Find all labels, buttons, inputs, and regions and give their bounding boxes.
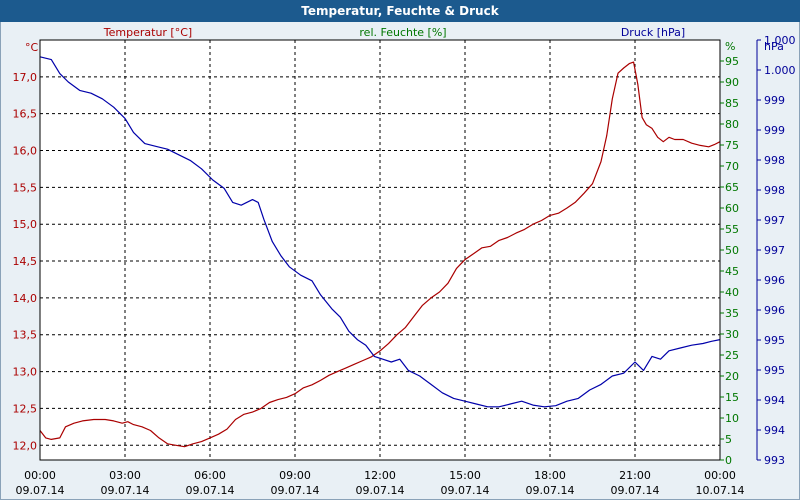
humidity-tick-label: 75 xyxy=(725,139,739,152)
humidity-tick-label: 0 xyxy=(725,454,732,467)
pressure-tick-label: 999 xyxy=(764,94,785,107)
pressure-tick-label: 997 xyxy=(764,244,785,257)
x-tick-date: 09.07.14 xyxy=(611,484,660,497)
x-tick-time: 06:00 xyxy=(194,469,226,482)
humidity-tick-label: 35 xyxy=(725,307,739,320)
humidity-tick-label: 70 xyxy=(725,160,739,173)
pressure-unit: hPa xyxy=(764,40,784,53)
pressure-tick-label: 998 xyxy=(764,154,785,167)
humidity-tick-label: 45 xyxy=(725,265,739,278)
temperature-tick-label: 12,5 xyxy=(13,402,38,415)
pressure-tick-label: 999 xyxy=(764,124,785,137)
humidity-tick-label: 80 xyxy=(725,118,739,131)
title-bar: Temperatur, Feuchte & Druck xyxy=(0,0,800,22)
x-tick-time: 03:00 xyxy=(109,469,141,482)
humidity-tick-label: 10 xyxy=(725,412,739,425)
pressure-tick-label: 995 xyxy=(764,334,785,347)
x-tick-date: 09.07.14 xyxy=(101,484,150,497)
series-layer xyxy=(39,56,721,448)
temperature-tick-label: 13,5 xyxy=(13,329,38,342)
pressure-axis-title: Druck [hPa] xyxy=(621,26,685,39)
temperature-tick-label: 12,0 xyxy=(13,439,38,452)
x-tick-time: 15:00 xyxy=(449,469,481,482)
x-tick-time: 21:00 xyxy=(619,469,651,482)
chart-title: Temperatur, Feuchte & Druck xyxy=(301,4,499,18)
x-tick-time: 18:00 xyxy=(534,469,566,482)
humidity-tick-label: 85 xyxy=(725,97,739,110)
humidity-tick-label: 55 xyxy=(725,223,739,236)
x-tick-date: 09.07.14 xyxy=(441,484,490,497)
gridlines xyxy=(40,40,720,460)
humidity-tick-label: 95 xyxy=(725,55,739,68)
humidity-axis-title: rel. Feuchte [%] xyxy=(359,26,446,39)
humidity-tick-label: 65 xyxy=(725,181,739,194)
x-tick-time: 12:00 xyxy=(364,469,396,482)
pressure-tick-label: 994 xyxy=(764,394,785,407)
humidity-tick-label: 15 xyxy=(725,391,739,404)
x-tick-time: 00:00 xyxy=(24,469,56,482)
x-tick-time: 00:00 xyxy=(704,469,736,482)
pressure-tick-label: 993 xyxy=(764,454,785,467)
temperature-tick-label: 16,5 xyxy=(13,108,38,121)
humidity-tick-label: 40 xyxy=(725,286,739,299)
temperature-tick-label: 15,0 xyxy=(13,218,38,231)
x-tick-date: 09.07.14 xyxy=(186,484,235,497)
temperature-tick-label: 15,5 xyxy=(13,181,38,194)
pressure-tick-label: 995 xyxy=(764,364,785,377)
temperature-axis-title: Temperatur [°C] xyxy=(103,26,192,39)
temperature-unit: °C xyxy=(25,41,39,54)
pressure-tick-label: 1.000 xyxy=(764,34,796,47)
x-tick-time: 09:00 xyxy=(279,469,311,482)
temperature-tick-label: 13,0 xyxy=(13,366,38,379)
pressure-tick-label: 994 xyxy=(764,424,785,437)
x-tick-date: 09.07.14 xyxy=(16,484,65,497)
humidity-tick-label: 90 xyxy=(725,76,739,89)
axis-labels: 00:00 09.07.14 03:00 09.07.14 06:00 09.07.14 0… xyxy=(13,26,796,497)
temperature-tick-label: 14,0 xyxy=(13,292,38,305)
humidity-tick-label: 60 xyxy=(725,202,739,215)
pressure-tick-label: 998 xyxy=(764,184,785,197)
temperature-tick-label: 14,5 xyxy=(13,255,38,268)
temperature-series-line xyxy=(39,61,721,448)
humidity-tick-label: 50 xyxy=(725,244,739,257)
pressure-tick-label: 996 xyxy=(764,304,785,317)
pressure-tick-label: 997 xyxy=(764,214,785,227)
humidity-tick-label: 5 xyxy=(725,433,732,446)
humidity-tick-label: 20 xyxy=(725,370,739,383)
pressure-tick-label: 1.000 xyxy=(764,64,796,77)
x-tick-date: 10.07.14 xyxy=(696,484,745,497)
humidity-unit: % xyxy=(725,40,735,53)
pressure-series-line xyxy=(39,56,721,408)
temperature-tick-label: 17,0 xyxy=(13,71,38,84)
pressure-tick-label: 996 xyxy=(764,274,785,287)
humidity-tick-label: 30 xyxy=(725,328,739,341)
humidity-tick-label: 25 xyxy=(725,349,739,362)
temperature-tick-label: 16,0 xyxy=(13,145,38,158)
x-tick-date: 09.07.14 xyxy=(526,484,575,497)
x-tick-date: 09.07.14 xyxy=(356,484,405,497)
x-tick-date: 09.07.14 xyxy=(271,484,320,497)
